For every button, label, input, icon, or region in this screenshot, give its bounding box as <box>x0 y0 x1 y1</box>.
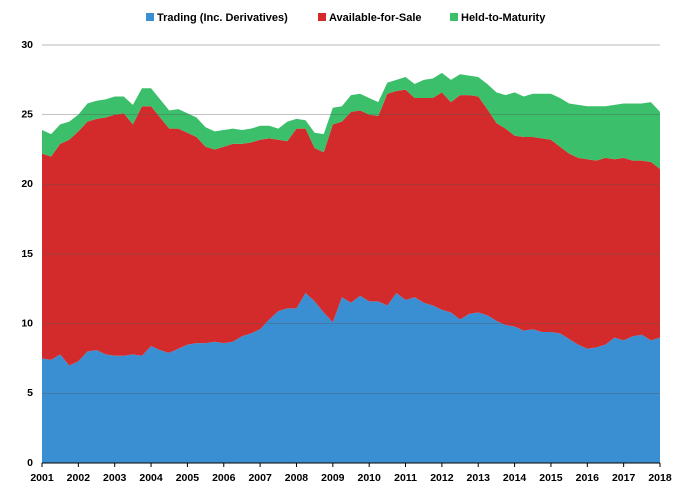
x-tick-label: 2009 <box>321 472 345 484</box>
x-tick-label: 2011 <box>394 472 417 484</box>
area <box>42 72 660 170</box>
y-tick-label: 10 <box>21 317 33 329</box>
x-tick-label: 2005 <box>176 472 200 484</box>
legend-swatch <box>146 13 154 21</box>
x-tick-label: 2002 <box>67 472 91 484</box>
area <box>42 89 660 366</box>
legend-swatch <box>318 13 326 21</box>
x-tick-label: 2003 <box>103 472 127 484</box>
legend-swatch <box>450 13 458 21</box>
legend-item: Available-for-Sale <box>318 12 422 24</box>
x-tick-label: 2014 <box>503 472 527 484</box>
x-tick-label: 2001 <box>30 472 54 484</box>
x-tick-label: 2007 <box>248 472 272 484</box>
x-tick-label: 2013 <box>467 472 491 484</box>
y-tick-label: 25 <box>21 108 33 120</box>
legend-item: Held-to-Maturity <box>450 12 546 24</box>
area <box>42 293 660 463</box>
y-tick-label: 15 <box>21 248 33 260</box>
x-tick-label: 2012 <box>430 472 454 484</box>
y-tick-label: 30 <box>21 39 33 51</box>
legend-label: Available-for-Sale <box>329 12 422 24</box>
x-tick-label: 2018 <box>648 472 672 484</box>
x-tick-label: 2017 <box>612 472 636 484</box>
y-tick-label: 5 <box>27 387 33 399</box>
legend-label: Held-to-Maturity <box>461 12 546 24</box>
legend-item: Trading (Inc. Derivatives) <box>146 12 288 24</box>
x-tick-label: 2004 <box>139 472 163 484</box>
x-tick-label: 2016 <box>576 472 600 484</box>
y-tick-label: 0 <box>27 457 33 469</box>
x-tick-label: 2008 <box>285 472 309 484</box>
x-tick-label: 2010 <box>357 472 381 484</box>
legend-label: Trading (Inc. Derivatives) <box>157 12 288 24</box>
x-tick-label: 2015 <box>539 472 563 484</box>
y-tick-label: 20 <box>21 178 33 190</box>
x-tick-label: 2006 <box>212 472 236 484</box>
